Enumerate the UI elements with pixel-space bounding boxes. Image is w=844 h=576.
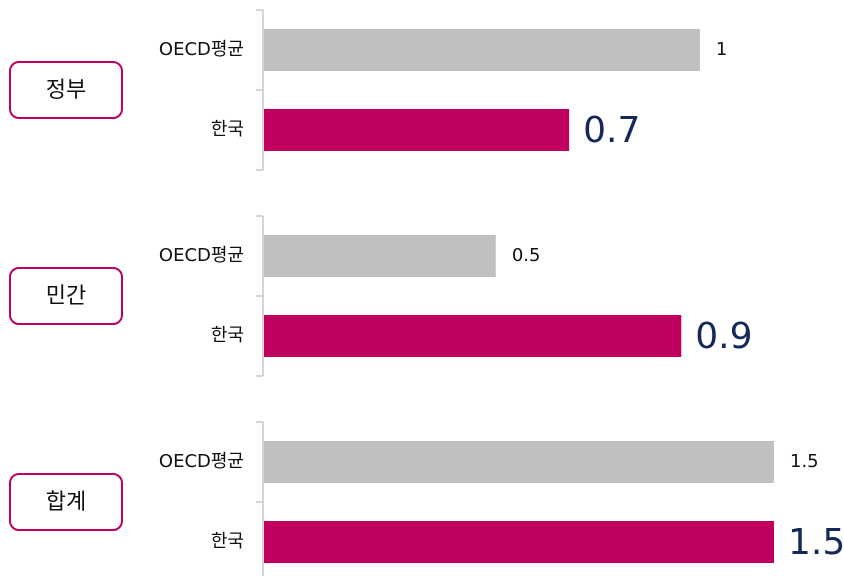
value-label: 0.5 <box>512 245 541 266</box>
bar <box>264 441 774 483</box>
bar <box>264 109 570 151</box>
bar <box>264 521 774 563</box>
category-label: OECD평균 <box>159 451 244 472</box>
value-label: 1 <box>716 39 727 60</box>
group-label-box <box>9 267 123 325</box>
value-label: 0.7 <box>583 110 640 151</box>
group-label: 민간 <box>46 284 86 309</box>
category-label: 한국 <box>211 531 244 552</box>
bar <box>264 235 496 277</box>
group-label-box <box>9 61 123 119</box>
value-label: 0.9 <box>695 316 752 357</box>
category-label: OECD평균 <box>159 39 244 60</box>
category-label: 한국 <box>211 119 244 140</box>
value-label: 1.5 <box>788 522 844 563</box>
group-label: 합계 <box>46 490 86 515</box>
category-label: 한국 <box>211 325 244 346</box>
category-label: OECD평균 <box>159 245 244 266</box>
group-label: 정부 <box>46 78 86 103</box>
bar <box>264 315 682 357</box>
group-label-box <box>9 473 123 531</box>
value-label: 1.5 <box>790 451 819 472</box>
bar <box>264 29 700 71</box>
